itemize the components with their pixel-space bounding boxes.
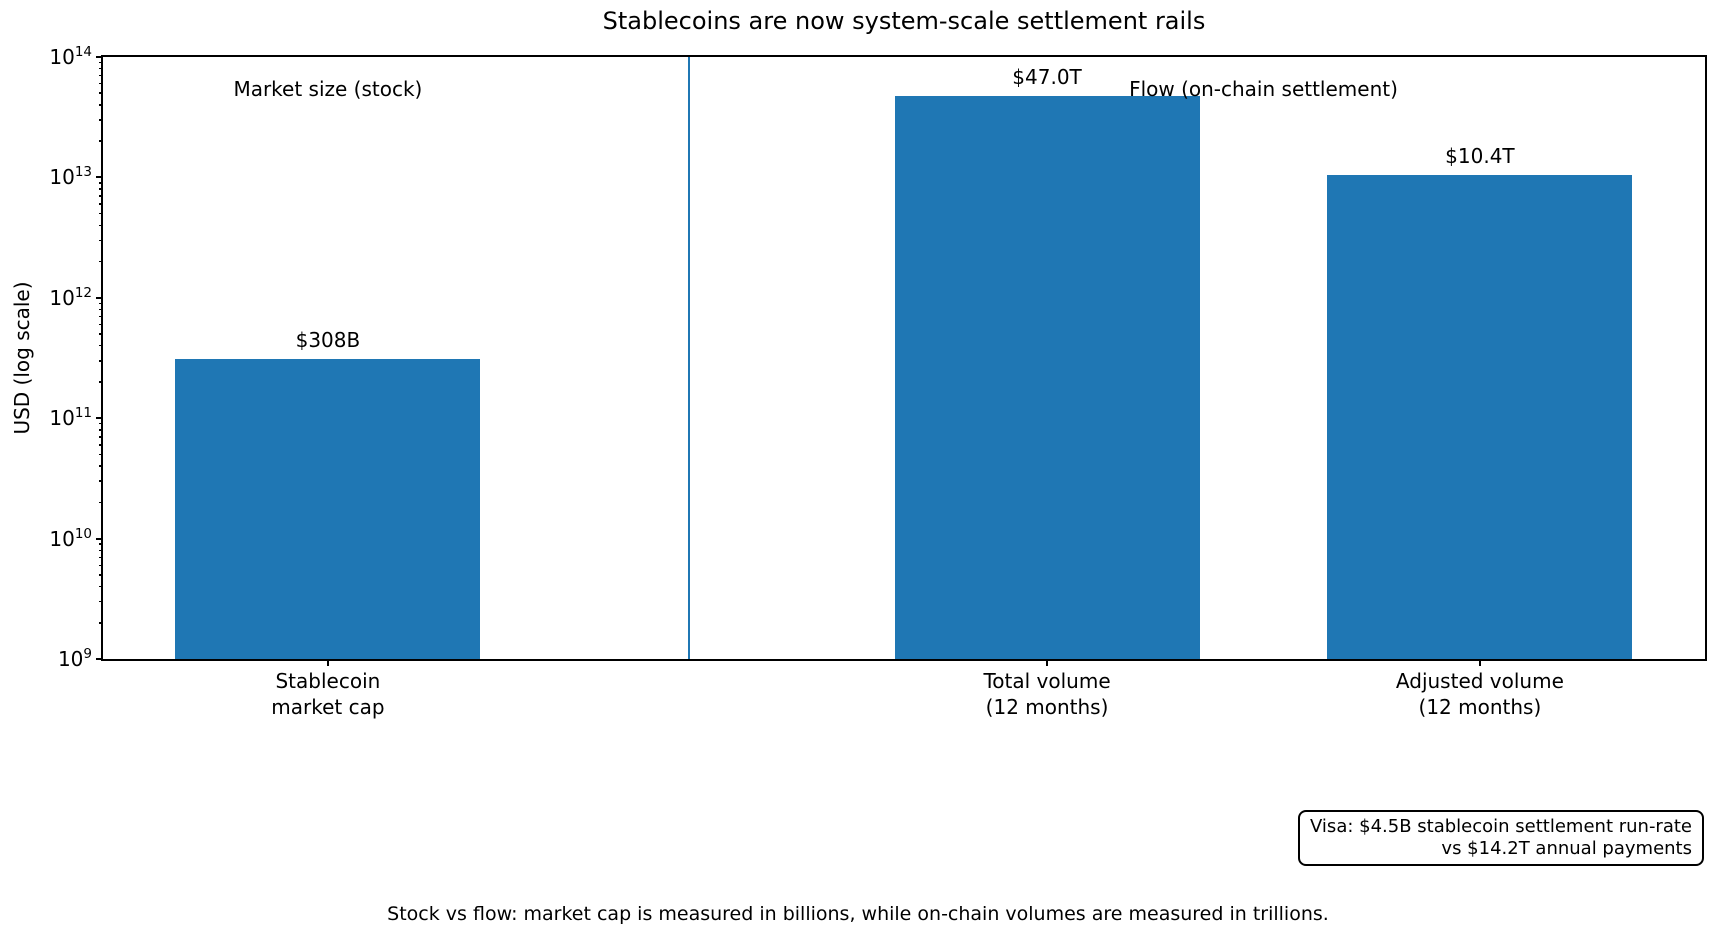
y-minor-tick [99,574,103,576]
y-minor-tick [99,501,103,504]
y-minor-tick [99,203,103,205]
y-minor-tick [99,92,103,94]
bar-value-label-0: $308B [295,328,361,352]
y-tick-label-10e9: 109 [57,646,92,671]
y-tick-10e12 [96,296,103,299]
section-label-1: Flow (on-chain settlement) [1129,77,1398,101]
section-divider-line [688,57,690,659]
y-minor-tick [99,74,103,77]
y-tick-label-10e13: 1013 [49,164,92,190]
y-tick-10e14 [96,56,103,58]
x-tick-label-1: Total volume (12 months) [983,669,1111,719]
y-tick-10e11 [96,417,103,420]
y-minor-tick [99,444,103,446]
y-minor-tick [99,564,103,567]
figure-caption: Stock vs flow: market cap is measured in… [387,903,1329,925]
y-minor-tick [99,600,103,603]
y-tick-10e10 [96,537,103,540]
bar-value-label-2: $10.4T [1445,144,1515,168]
y-minor-tick [99,381,103,383]
y-minor-tick [99,549,103,552]
x-tick-1 [1046,659,1049,666]
y-minor-tick [99,182,103,184]
x-tick-label-0: Stablecoin market cap [271,669,385,719]
bar-0 [175,359,481,659]
y-minor-tick [99,260,103,263]
annotation-line-1: Visa: $4.5B stablecoin settlement run-ra… [1310,816,1692,837]
y-minor-tick [99,585,103,588]
y-minor-tick [99,67,103,70]
y-minor-tick [99,195,103,197]
y-minor-tick [99,333,103,335]
y-minor-tick [99,212,103,215]
y-minor-tick [99,480,103,482]
y-minor-tick [99,224,103,227]
bar-2 [1327,175,1633,659]
y-minor-tick [99,543,103,545]
y-minor-tick [99,119,103,121]
y-minor-tick [99,82,103,85]
y-tick-label-10e14: 1014 [49,44,92,69]
chart-title: Stablecoins are now system-scale settlem… [602,7,1206,35]
y-minor-tick [99,360,103,362]
y-tick-label-10e10: 1010 [49,525,92,551]
y-minor-tick [99,422,103,425]
plot-area: Market size (stock) Flow (on-chain settle… [101,55,1707,661]
y-tick-label-10e11: 1011 [49,405,92,431]
y-minor-tick [99,302,103,305]
y-minor-tick [99,429,103,431]
y-minor-tick [99,453,103,456]
x-tick-0 [326,659,329,666]
section-label-0: Market size (stock) [233,77,423,101]
y-tick-10e9 [96,658,103,660]
y-minor-tick [99,104,103,106]
x-tick-2 [1478,659,1481,666]
y-minor-tick [99,436,103,438]
y-minor-tick [99,622,103,624]
y-minor-tick [99,188,103,190]
y-minor-tick [99,140,103,142]
bar-value-label-1: $47.0T [1012,65,1082,89]
y-minor-tick [99,239,103,242]
y-tick-label-10e12: 1012 [49,284,92,310]
bar-1 [894,96,1200,659]
y-tick-10e13 [96,176,103,179]
y-minor-tick [99,323,103,326]
y-minor-tick [99,315,103,318]
y-minor-tick [99,61,103,64]
y-minor-tick [99,556,103,558]
y-minor-tick [99,308,103,311]
y-minor-tick [99,465,103,467]
annotation-box: Visa: $4.5B stablecoin settlement run-ra… [1298,810,1704,866]
y-minor-tick [99,344,103,347]
x-tick-label-2: Adjusted volume (12 months) [1395,669,1564,719]
annotation-line-2: vs $14.2T annual payments [1441,838,1692,859]
